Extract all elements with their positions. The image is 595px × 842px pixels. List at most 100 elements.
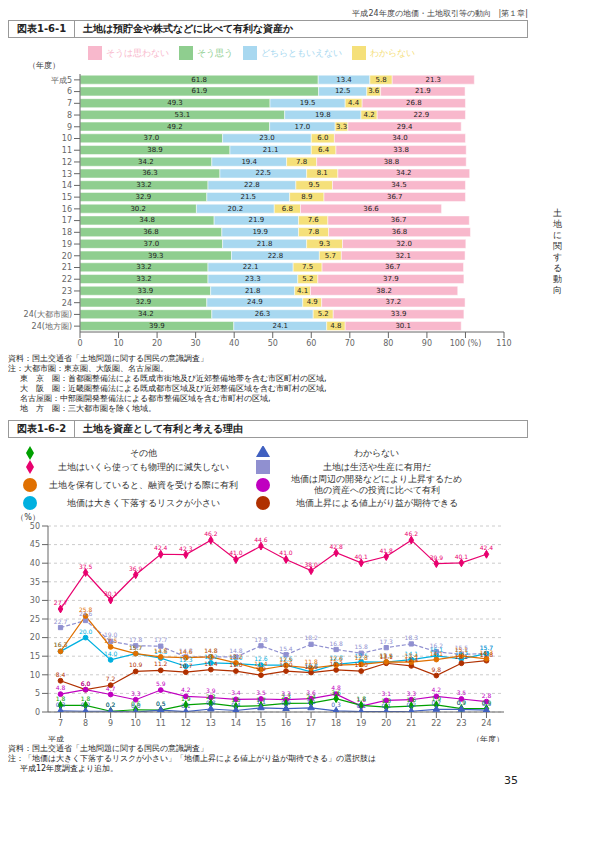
svg-text:（年度）: （年度） — [28, 61, 60, 70]
svg-text:0.1: 0.1 — [181, 702, 191, 709]
svg-text:17.7: 17.7 — [154, 636, 168, 643]
svg-text:13: 13 — [206, 719, 216, 728]
svg-text:33.9: 33.9 — [391, 310, 407, 318]
svg-text:33.2: 33.2 — [136, 263, 152, 271]
svg-text:22.9: 22.9 — [414, 111, 430, 119]
svg-text:32.9: 32.9 — [136, 298, 152, 306]
svg-text:3.3: 3.3 — [336, 123, 347, 131]
svg-text:25: 25 — [30, 615, 40, 624]
svg-text:23.0: 23.0 — [259, 134, 275, 142]
svg-text:14.0: 14.0 — [104, 650, 118, 657]
svg-text:30.2: 30.2 — [130, 205, 146, 213]
svg-text:6.0: 6.0 — [317, 134, 328, 142]
svg-text:24.1: 24.1 — [272, 322, 288, 330]
svg-text:9.8: 9.8 — [432, 666, 442, 673]
svg-text:8: 8 — [67, 111, 72, 120]
svg-text:20: 20 — [152, 339, 162, 348]
svg-text:4.2: 4.2 — [432, 686, 442, 693]
svg-text:14: 14 — [62, 181, 72, 190]
svg-text:15: 15 — [62, 193, 72, 202]
svg-text:50: 50 — [30, 522, 40, 531]
svg-text:42.4: 42.4 — [154, 544, 168, 551]
svg-text:6.4: 6.4 — [318, 146, 330, 154]
svg-text:（%）: （%） — [16, 513, 40, 522]
svg-text:6.0: 6.0 — [81, 680, 91, 687]
svg-text:10.9: 10.9 — [129, 661, 143, 668]
svg-text:15: 15 — [256, 719, 266, 728]
svg-text:42.3: 42.3 — [179, 545, 193, 552]
svg-text:36.8: 36.8 — [143, 228, 159, 236]
svg-text:6.8: 6.8 — [282, 205, 293, 213]
svg-text:14.1: 14.1 — [430, 650, 444, 657]
svg-text:0.2: 0.2 — [106, 701, 116, 708]
svg-text:0.5: 0.5 — [156, 700, 166, 707]
svg-text:36.3: 36.3 — [142, 169, 158, 177]
svg-text:36.7: 36.7 — [387, 193, 403, 201]
svg-text:9.3: 9.3 — [319, 240, 330, 248]
svg-text:32.0: 32.0 — [396, 240, 412, 248]
svg-text:34.2: 34.2 — [138, 310, 154, 318]
svg-text:4.2: 4.2 — [364, 111, 375, 119]
svg-text:18: 18 — [331, 719, 341, 728]
svg-text:0.7: 0.7 — [432, 699, 442, 706]
svg-text:33.2: 33.2 — [136, 275, 152, 283]
svg-text:34.5: 34.5 — [391, 181, 407, 189]
svg-text:14.8: 14.8 — [204, 647, 218, 654]
svg-text:17.0: 17.0 — [295, 123, 311, 131]
svg-text:42.4: 42.4 — [480, 544, 494, 551]
svg-text:23: 23 — [456, 719, 466, 728]
svg-text:0.8: 0.8 — [206, 699, 216, 706]
svg-text:21.8: 21.8 — [245, 287, 261, 295]
svg-text:13: 13 — [62, 170, 72, 179]
svg-text:5.2: 5.2 — [318, 310, 329, 318]
svg-text:4.2: 4.2 — [181, 686, 191, 693]
svg-text:19.8: 19.8 — [315, 111, 331, 119]
svg-text:4.9: 4.9 — [307, 298, 318, 306]
svg-text:8.4: 8.4 — [56, 671, 66, 678]
svg-text:0.5: 0.5 — [482, 700, 492, 707]
svg-text:24.9: 24.9 — [247, 298, 263, 306]
svg-text:15.7: 15.7 — [129, 644, 143, 651]
svg-text:21.9: 21.9 — [249, 216, 265, 224]
svg-text:4.8: 4.8 — [330, 322, 341, 330]
svg-text:24(地方圏): 24(地方圏) — [32, 322, 72, 331]
svg-text:12.6: 12.6 — [329, 655, 343, 662]
svg-text:12.8: 12.8 — [355, 654, 369, 661]
svg-text:14.8: 14.8 — [179, 647, 193, 654]
svg-text:7.6: 7.6 — [308, 216, 320, 224]
svg-text:9: 9 — [108, 719, 113, 728]
svg-text:70: 70 — [345, 339, 355, 348]
svg-text:49.2: 49.2 — [167, 123, 183, 131]
svg-text:13.5: 13.5 — [380, 652, 394, 659]
svg-text:35: 35 — [30, 578, 40, 587]
svg-text:7.5: 7.5 — [302, 263, 313, 271]
svg-text:37.0: 37.0 — [144, 134, 160, 142]
svg-text:24(大都市圏): 24(大都市圏) — [24, 310, 72, 319]
svg-text:29.4: 29.4 — [397, 123, 413, 131]
svg-text:80: 80 — [383, 339, 393, 348]
svg-text:22.8: 22.8 — [244, 181, 260, 189]
svg-text:21: 21 — [406, 719, 416, 728]
svg-text:0: 0 — [35, 708, 40, 717]
svg-text:8.9: 8.9 — [301, 193, 312, 201]
svg-text:30: 30 — [191, 339, 201, 348]
svg-text:38.2: 38.2 — [376, 287, 392, 295]
svg-text:26.3: 26.3 — [255, 310, 271, 318]
svg-text:13.0: 13.0 — [229, 654, 243, 661]
svg-text:21.1: 21.1 — [263, 146, 279, 154]
svg-text:36.9: 36.9 — [129, 565, 143, 572]
svg-text:110: 110 — [496, 339, 511, 348]
svg-text:12.8: 12.8 — [329, 654, 343, 661]
svg-text:38.0: 38.0 — [304, 561, 318, 568]
svg-text:36.7: 36.7 — [385, 263, 401, 271]
svg-text:0.1: 0.1 — [356, 702, 366, 709]
svg-text:37.2: 37.2 — [386, 298, 402, 306]
svg-text:1.1: 1.1 — [306, 698, 316, 705]
svg-text:11: 11 — [62, 146, 72, 155]
svg-text:39.9: 39.9 — [149, 322, 165, 330]
svg-text:11.8: 11.8 — [304, 658, 318, 665]
svg-text:42.8: 42.8 — [329, 543, 343, 550]
svg-text:38.9: 38.9 — [147, 146, 163, 154]
svg-text:7.8: 7.8 — [296, 158, 307, 166]
svg-text:19.5: 19.5 — [300, 99, 316, 107]
